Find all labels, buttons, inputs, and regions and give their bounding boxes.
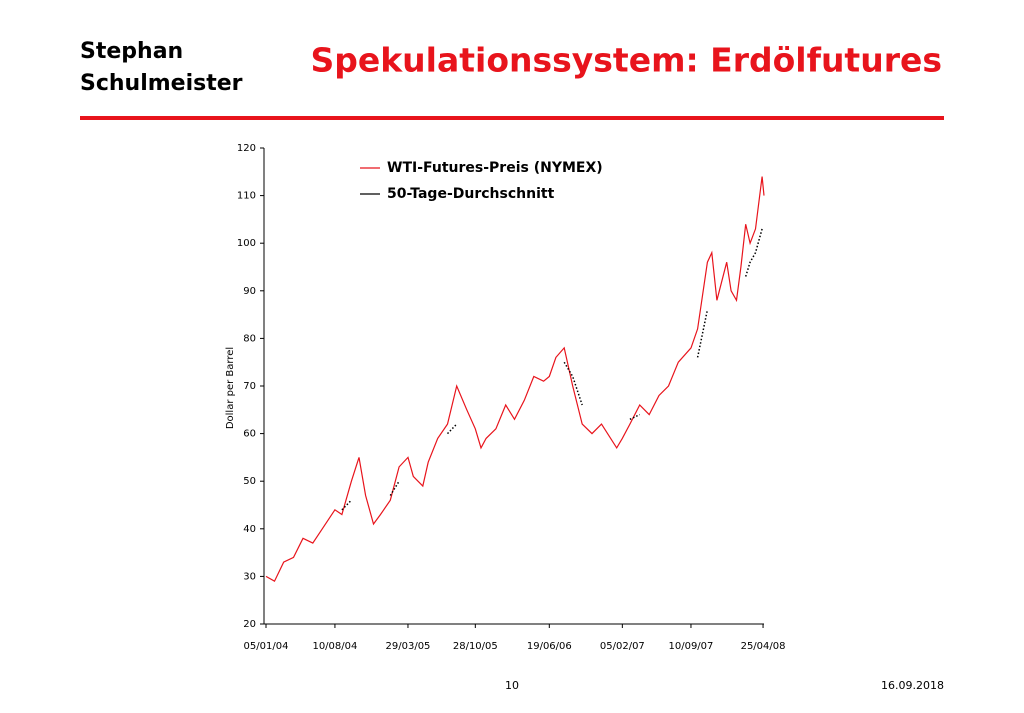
x-tick-label: 05/02/07 (600, 641, 645, 652)
x-tick-label: 28/10/05 (453, 641, 498, 652)
x-tick-label: 10/08/04 (312, 641, 357, 652)
y-tick-label: 50 (243, 476, 256, 487)
y-tick-label: 70 (243, 381, 256, 392)
y-tick-label: 30 (243, 571, 256, 582)
x-tick-label: 19/06/06 (527, 641, 572, 652)
y-tick-label: 90 (243, 286, 256, 297)
x-tick-label: 29/03/05 (386, 641, 431, 652)
x-tick-label: 05/01/04 (244, 641, 289, 652)
y-tick-label: 110 (237, 191, 256, 202)
legend-label: WTI-Futures-Preis (NYMEX) (387, 160, 603, 176)
footer-date: 16.09.2018 (881, 679, 944, 692)
series-line (341, 228, 763, 511)
y-tick-label: 40 (243, 524, 256, 535)
y-axis-label: Dollar per Barrel (225, 347, 236, 429)
y-tick-label: 20 (243, 619, 256, 630)
page-number: 10 (505, 679, 519, 692)
y-tick-label: 100 (237, 238, 256, 249)
x-tick-label: 25/04/08 (741, 641, 786, 652)
y-tick-label: 80 (243, 333, 256, 344)
slide-title: Spekulationssystem: Erdölfutures (310, 41, 942, 80)
series-line (265, 176, 765, 583)
y-tick-label: 60 (243, 429, 256, 440)
x-tick-label: 10/09/07 (668, 641, 713, 652)
title-rule (80, 116, 944, 120)
y-tick-label: 120 (237, 143, 256, 154)
author: Schulmeister (80, 71, 243, 96)
legend-label: 50-Tage-Durchschnitt (387, 186, 555, 202)
author: Stephan (80, 39, 183, 64)
